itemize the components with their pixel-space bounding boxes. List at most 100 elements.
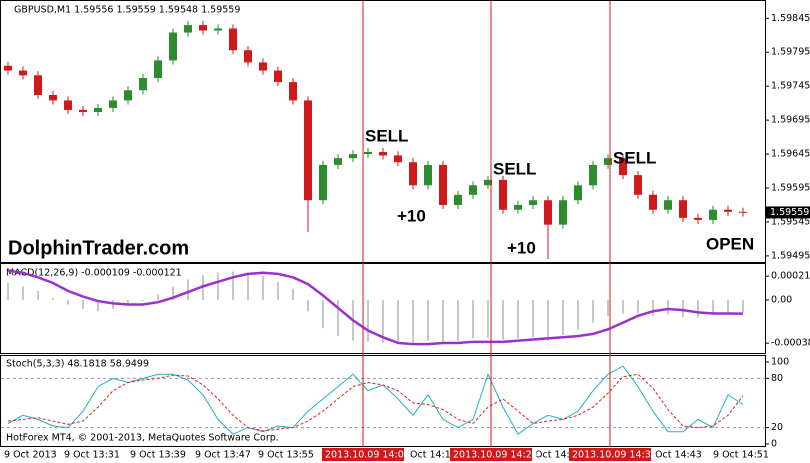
x-tick-label: 9 Oct 2013 bbox=[4, 450, 57, 461]
y-tick-label: 0 bbox=[771, 439, 777, 450]
stoch-title: Stoch(5,3,3) 48.1818 58.9499 bbox=[6, 359, 149, 370]
y-tick-label: 1.59545 bbox=[771, 216, 810, 227]
candle-body bbox=[619, 158, 627, 176]
candle-body bbox=[364, 152, 372, 155]
candle-body bbox=[19, 70, 27, 76]
annotation: SELL bbox=[613, 148, 656, 167]
candle-body bbox=[169, 32, 177, 61]
price-panel bbox=[0, 0, 766, 263]
candle-body bbox=[664, 200, 672, 210]
stoch-panel bbox=[0, 355, 766, 447]
candle-body bbox=[349, 154, 357, 159]
x-tick-label: 9 Oct 13:31 bbox=[64, 450, 120, 461]
y-tick-label: 1.59845 bbox=[771, 13, 810, 24]
candle-body bbox=[679, 200, 687, 218]
marker-box bbox=[569, 448, 651, 461]
candle-body bbox=[244, 50, 252, 63]
candle-body bbox=[529, 200, 537, 205]
marker-label: 2013.10.09 14:24 bbox=[453, 450, 538, 461]
candle-body bbox=[574, 185, 582, 201]
candle-body bbox=[229, 28, 237, 51]
y-tick-label: 1.59795 bbox=[771, 47, 810, 58]
macd-signal bbox=[7, 269, 744, 346]
candle-body bbox=[709, 209, 717, 220]
candle-body bbox=[139, 78, 147, 91]
candle-body bbox=[589, 164, 597, 186]
y-tick-label: 1.59495 bbox=[771, 250, 810, 261]
marker-label: 2013.10.09 14:35 bbox=[572, 450, 657, 461]
annotation: OPEN bbox=[706, 234, 754, 253]
last-price-box bbox=[766, 206, 810, 219]
marker-label: 2013.10.09 14:08 bbox=[325, 450, 410, 461]
stoch-line bbox=[7, 365, 744, 435]
candle-body bbox=[394, 155, 402, 163]
candle-body bbox=[184, 25, 192, 33]
marker-box bbox=[450, 448, 532, 461]
candle-body bbox=[559, 200, 567, 225]
y-tick-label: 100 bbox=[771, 357, 789, 368]
annotation: DolphinTrader.com bbox=[8, 237, 189, 259]
stoch-line bbox=[7, 373, 744, 432]
y-tick-label: -0.000382 bbox=[771, 338, 810, 349]
candle-body bbox=[154, 60, 162, 79]
annotation: +10 bbox=[507, 238, 536, 257]
candle-body bbox=[199, 25, 207, 31]
footer: HotForex MT4, © 2001-2013, MetaQuotes So… bbox=[6, 433, 279, 444]
candle-body bbox=[319, 164, 327, 201]
annotation: SELL bbox=[365, 126, 408, 145]
candle-body bbox=[259, 62, 267, 71]
y-tick-label: 80 bbox=[771, 373, 783, 384]
candle-body bbox=[94, 107, 102, 112]
x-tick-label: 9 Oct 13:55 bbox=[258, 450, 314, 461]
y-tick-label: 1.59695 bbox=[771, 115, 810, 126]
y-tick-label: 20 bbox=[771, 422, 783, 433]
candle-body bbox=[274, 70, 282, 83]
candle-body bbox=[289, 82, 297, 101]
candle-body bbox=[439, 164, 447, 205]
candle-body bbox=[379, 152, 387, 156]
candle-body bbox=[49, 95, 57, 101]
x-tick-label: 9 Oct 14:51 bbox=[713, 450, 769, 461]
x-tick-label: Oct 14:43 bbox=[655, 450, 702, 461]
candle-body bbox=[739, 211, 747, 213]
x-tick-label: 9 Oct 13:47 bbox=[195, 450, 251, 461]
candle-body bbox=[4, 65, 12, 71]
y-tick-label: 0.00 bbox=[771, 294, 792, 305]
candle-body bbox=[64, 100, 72, 110]
candle-body bbox=[334, 158, 342, 165]
panel-frames bbox=[0, 0, 766, 447]
marker-box bbox=[322, 448, 404, 461]
x-tick-label: Oct 14:11 bbox=[410, 450, 457, 461]
candle-body bbox=[484, 179, 492, 186]
candle-body bbox=[469, 185, 477, 195]
annotation: SELL bbox=[493, 159, 536, 178]
candle-body bbox=[649, 194, 657, 210]
candle-body bbox=[724, 209, 732, 212]
y-tick-label: 1.59595 bbox=[771, 183, 810, 194]
candle-body bbox=[499, 179, 507, 210]
candle-body bbox=[634, 175, 642, 195]
y-tick-label: 1.59745 bbox=[771, 81, 810, 92]
x-tick-label: Oct 14:27 bbox=[535, 450, 582, 461]
candle-body bbox=[454, 194, 462, 205]
macd-panel bbox=[0, 263, 766, 354]
candle-body bbox=[604, 158, 612, 165]
last-price: 1.59559 bbox=[770, 207, 809, 218]
candle-body bbox=[79, 109, 87, 112]
x-tick-label: 9 Oct 13:39 bbox=[130, 450, 186, 461]
candle-body bbox=[304, 100, 312, 201]
candle-body bbox=[34, 75, 42, 96]
candle-body bbox=[124, 90, 132, 101]
y-tick-label: 0.00021 bbox=[771, 271, 810, 282]
candle-body bbox=[514, 204, 522, 210]
candle-body bbox=[109, 100, 117, 108]
candle-body bbox=[694, 217, 702, 220]
price-title: GBPUSD,M1 1.59556 1.59559 1.59548 1.5955… bbox=[14, 5, 240, 16]
candle-body bbox=[214, 28, 222, 31]
candle-body bbox=[424, 164, 432, 186]
candle-body bbox=[409, 162, 417, 186]
macd-title: MACD(12,26,9) -0.000109 -0.000121 bbox=[6, 268, 182, 279]
annotation: +10 bbox=[397, 206, 426, 225]
